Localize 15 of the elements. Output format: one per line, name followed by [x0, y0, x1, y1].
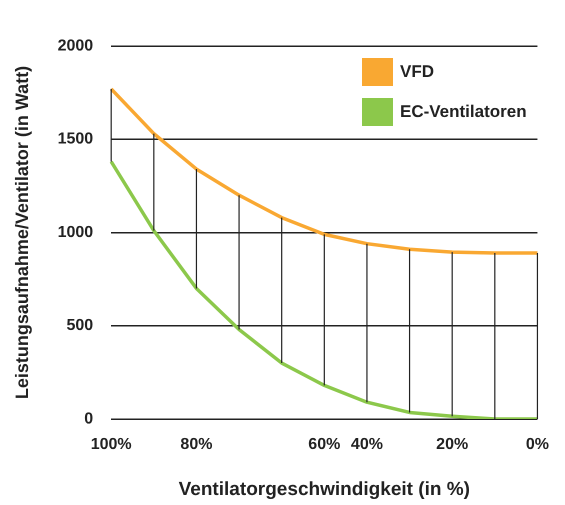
- legend-label: VFD: [400, 62, 434, 82]
- y-tick-label: 1500: [58, 130, 94, 148]
- x-tick-label: 80%: [180, 436, 212, 454]
- x-tick-label: 40%: [350, 436, 383, 454]
- legend-label: EC-Ventilatoren: [400, 102, 527, 122]
- y-tick-label: 500: [66, 317, 94, 334]
- y-tick-label: 2000: [58, 37, 94, 54]
- y-axis-title: Leistungsaufnahme/Ventilator (in Watt): [12, 66, 32, 400]
- x-tick-label: 100%: [90, 436, 132, 454]
- x-tick-label: 60%: [308, 436, 340, 454]
- y-tick-label: 1000: [58, 224, 94, 241]
- x-tick-label: 0%: [526, 436, 549, 454]
- x-tick-label: 20%: [436, 436, 468, 454]
- y-tick-label: 0: [84, 410, 94, 428]
- x-axis-title: Ventilatorgeschwindigkeit (in %): [178, 478, 470, 500]
